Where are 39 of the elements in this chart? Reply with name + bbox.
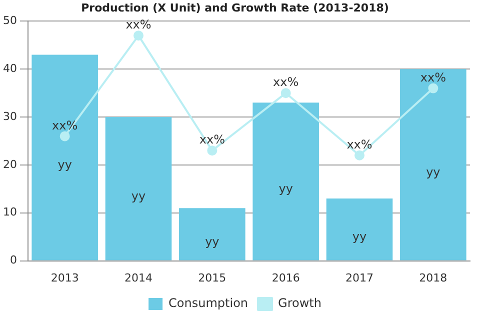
data-label: xx%	[199, 132, 225, 147]
point	[354, 150, 364, 160]
y-tick-label: 50	[2, 14, 17, 28]
data-label: yy	[131, 188, 146, 203]
data-label: xx%	[420, 70, 446, 84]
y-tick-label: 0	[10, 254, 17, 267]
chart-title: Production (X Unit) and Growth Rate (2013-2018)	[81, 1, 389, 14]
bar	[252, 102, 319, 260]
bar	[179, 208, 246, 260]
point	[134, 30, 144, 41]
bar	[105, 117, 172, 260]
y-tick-label: 40	[2, 62, 17, 75]
legend-label: Growth	[278, 296, 322, 310]
data-label: xx%	[126, 18, 152, 32]
point	[428, 83, 438, 94]
x-tick-label: 2014	[124, 271, 152, 284]
data-label: xx%	[346, 138, 372, 152]
data-label: yy	[426, 164, 440, 179]
data-label: yy	[205, 234, 220, 248]
y-tick-label: 20	[2, 158, 17, 171]
y-tick-label: 30	[2, 110, 17, 123]
data-label: xx%	[52, 118, 78, 132]
data-label: yy	[58, 158, 72, 172]
y-tick-label: 10	[2, 206, 17, 219]
data-label: xx%	[273, 75, 299, 90]
point	[207, 146, 218, 156]
x-tick-label: 2013	[50, 271, 79, 284]
data-label: yy	[352, 230, 367, 244]
x-tick-label: 2016	[272, 271, 300, 284]
bar	[326, 198, 393, 260]
point	[60, 131, 70, 142]
point	[280, 88, 291, 98]
bar	[400, 69, 466, 260]
legend-label: Consumption	[168, 296, 248, 310]
x-tick-label: 2018	[419, 271, 448, 284]
x-tick-label: 2015	[198, 271, 226, 284]
bar	[32, 54, 98, 260]
x-tick-label: 2017	[346, 271, 374, 284]
data-label: yy	[278, 182, 293, 196]
